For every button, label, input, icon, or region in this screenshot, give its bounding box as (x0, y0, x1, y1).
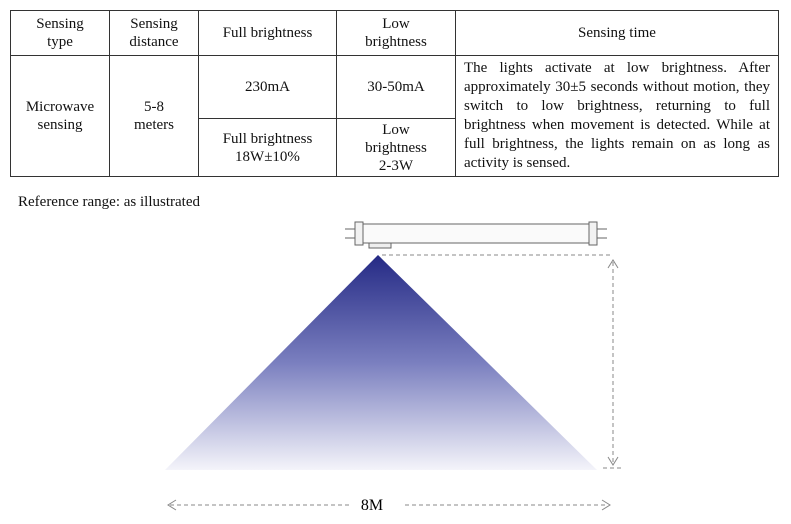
arrowheads (167, 259, 619, 511)
text-line: Full brightness (222, 130, 313, 147)
header-cell: Sensing type (10, 10, 110, 56)
text-line: sensing (37, 117, 83, 133)
cell: Low brightness 2-3W (336, 118, 456, 177)
text-line: brightness (365, 139, 427, 156)
cell: 230mA (198, 55, 337, 119)
dimension-lines (170, 254, 622, 506)
row: Microwave sensing 5-8 meters 230mA 30-50mA… (10, 55, 779, 177)
text-line: distance (129, 34, 179, 50)
tube (345, 221, 607, 249)
text-line: type (47, 34, 73, 50)
spec-table: Sensing type Sensing distance Full brightn… (10, 10, 779, 177)
text-line: 2-3W (378, 157, 414, 174)
text-line: Low (382, 16, 410, 32)
cell: 5-8 meters (109, 55, 199, 177)
cell: Full brightness 18W±10% (198, 118, 337, 177)
caption: Reference range: as illustrated (18, 194, 200, 210)
cell: Microwave sensing (10, 55, 110, 177)
text-line: brightness (365, 34, 427, 50)
cell: 30-50mA (336, 55, 456, 119)
text-line: Sensing time (578, 25, 656, 41)
text-line: 18W±10% (235, 148, 300, 165)
text-line: 30-50mA (367, 79, 425, 95)
header-cell: Sensing distance (109, 10, 199, 56)
width-label: 8M (361, 497, 383, 514)
header-cell: Sensing time (455, 10, 779, 56)
text-line: Sensing (36, 16, 84, 32)
header-cell: Low brightness (336, 10, 456, 56)
description-cell: The lights activate at low brightness. A… (455, 55, 779, 177)
text-line: meters (134, 117, 174, 133)
text-line: Full brightness (222, 25, 313, 41)
sensing-area (165, 255, 597, 470)
text-line: 5-8 (144, 99, 164, 115)
row: Full brightness 18W±10% Low brightness 2-3W (11, 118, 779, 177)
text-line: Sensing (130, 16, 178, 32)
text-line: Low (382, 121, 410, 138)
header-row: Sensing type Sensing distance Full brightn… (10, 10, 779, 56)
header-cell: Full brightness (198, 10, 337, 56)
text-line: Microwave (25, 99, 95, 115)
text-line: 230mA (245, 79, 290, 95)
